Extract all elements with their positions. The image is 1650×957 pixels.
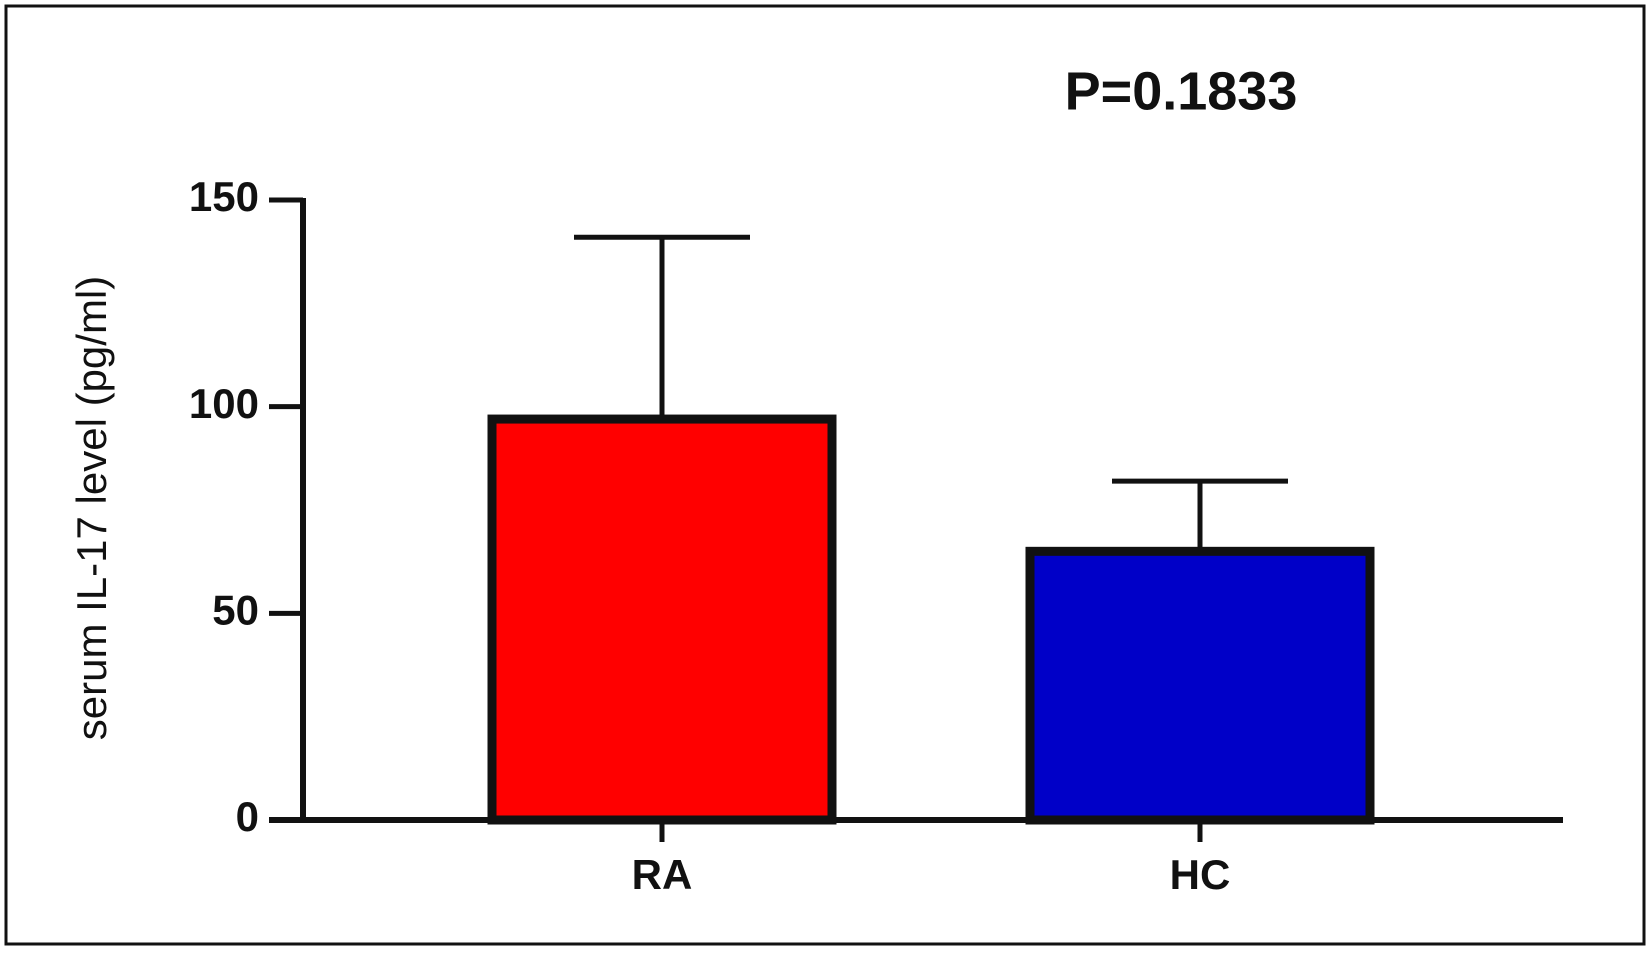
p-value-annotation: P=0.1833 (1065, 61, 1298, 121)
x-tick-label: RA (632, 851, 693, 898)
bar (487, 414, 837, 825)
x-tick-label: HC (1170, 851, 1231, 898)
bar (1025, 546, 1375, 825)
y-axis-label: serum IL-17 level (pg/ml) (68, 276, 115, 740)
y-tick-label: 100 (189, 380, 259, 427)
y-tick-label: 50 (212, 586, 259, 633)
y-tick-label: 150 (189, 173, 259, 220)
y-tick-label: 0 (236, 793, 259, 840)
